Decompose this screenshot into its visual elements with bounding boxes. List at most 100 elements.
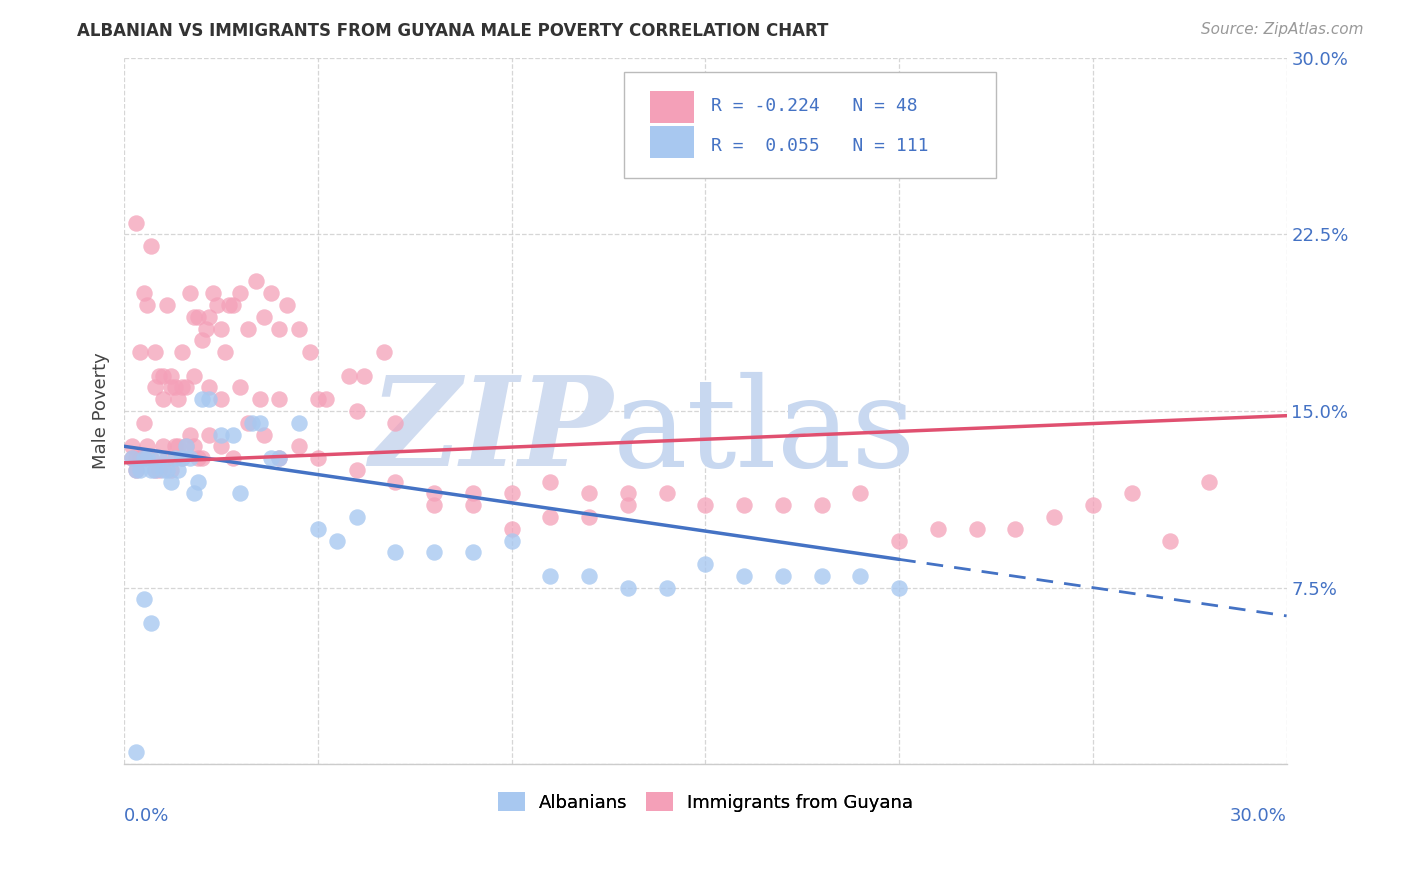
Point (269, 392, 291, 407)
Point (156, 463, 179, 477)
Point (159, 368, 181, 383)
Point (148, 451, 170, 466)
Point (152, 463, 174, 477)
FancyBboxPatch shape (650, 127, 693, 158)
Point (1004, 522, 1026, 536)
Point (132, 416, 155, 430)
Point (143, 463, 166, 477)
Point (538, 475, 561, 489)
Text: ALBANIAN VS IMMIGRANTS FROM GUYANA MALE POVERTY CORRELATION CHART: ALBANIAN VS IMMIGRANTS FROM GUYANA MALE … (77, 22, 828, 40)
Point (346, 463, 368, 477)
Point (198, 392, 221, 407)
Point (198, 310, 221, 324)
Text: atlas: atlas (613, 372, 915, 492)
Point (578, 486, 600, 500)
Point (183, 368, 205, 383)
Point (249, 416, 271, 430)
Point (249, 392, 271, 407)
Point (222, 427, 245, 442)
Text: 0.0%: 0.0% (124, 806, 170, 825)
Point (187, 451, 209, 466)
Point (128, 451, 150, 466)
Point (1081, 498, 1104, 512)
Point (423, 486, 446, 500)
Point (148, 463, 170, 477)
Point (1198, 475, 1220, 489)
Point (578, 569, 600, 583)
Point (849, 486, 872, 500)
Point (125, 463, 148, 477)
Point (179, 427, 201, 442)
Point (152, 392, 174, 407)
Point (159, 463, 181, 477)
Point (384, 475, 406, 489)
Point (461, 498, 484, 512)
Point (141, 451, 163, 466)
Point (202, 286, 225, 301)
Point (174, 380, 197, 394)
Point (229, 486, 252, 500)
Point (423, 498, 446, 512)
Point (148, 368, 170, 383)
Point (183, 439, 205, 453)
FancyBboxPatch shape (650, 91, 693, 123)
Point (172, 345, 194, 359)
Point (1121, 486, 1143, 500)
Point (772, 569, 794, 583)
Point (810, 569, 832, 583)
Point (209, 392, 232, 407)
Point (121, 451, 143, 466)
Point (152, 439, 174, 453)
Point (733, 498, 755, 512)
Point (695, 498, 717, 512)
Point (167, 392, 190, 407)
Point (617, 581, 640, 595)
Point (501, 533, 523, 548)
Point (179, 451, 201, 466)
Point (141, 615, 163, 630)
Point (240, 416, 263, 430)
Point (695, 557, 717, 571)
Point (143, 380, 166, 394)
Point (125, 746, 148, 760)
Point (222, 298, 245, 312)
Point (346, 510, 368, 524)
Point (132, 451, 155, 466)
Point (1043, 510, 1066, 524)
Point (655, 581, 678, 595)
Point (287, 321, 309, 335)
Point (159, 475, 181, 489)
Point (136, 451, 159, 466)
Point (384, 545, 406, 559)
Point (163, 380, 186, 394)
Point (209, 321, 232, 335)
Point (423, 545, 446, 559)
Point (337, 368, 360, 383)
Point (772, 498, 794, 512)
Point (141, 239, 163, 253)
Point (194, 321, 217, 335)
Point (315, 392, 337, 407)
Point (538, 569, 561, 583)
Point (501, 522, 523, 536)
Point (269, 451, 291, 466)
Point (326, 533, 349, 548)
Point (218, 298, 240, 312)
Point (143, 463, 166, 477)
Point (128, 463, 150, 477)
Y-axis label: Male Poverty: Male Poverty (93, 352, 110, 469)
Point (269, 321, 291, 335)
Point (260, 451, 283, 466)
Point (141, 463, 163, 477)
Point (849, 569, 872, 583)
Point (125, 463, 148, 477)
Point (136, 439, 159, 453)
Point (125, 215, 148, 229)
Point (190, 451, 212, 466)
Point (132, 286, 155, 301)
Point (183, 310, 205, 324)
Point (299, 345, 322, 359)
Point (887, 581, 910, 595)
Point (198, 427, 221, 442)
Text: R =  0.055   N = 111: R = 0.055 N = 111 (711, 137, 929, 155)
